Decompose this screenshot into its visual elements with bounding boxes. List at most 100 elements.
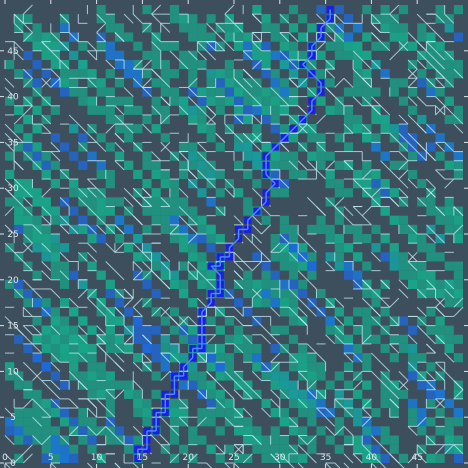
visited-cell [343,316,354,326]
visited-cell [279,435,289,445]
visited-cell [96,371,106,381]
maze-wall [398,132,409,143]
visited-cell [343,188,354,198]
maze-wall [197,389,207,400]
visited-cell [243,270,253,280]
maze-wall [87,297,97,308]
maze-wall [361,215,372,226]
maze-wall [233,407,244,418]
visited-cell [151,353,161,363]
maze-wall [87,178,97,189]
visited-cell [114,78,125,88]
maze-wall [169,151,180,162]
solution-path-segment [302,64,313,75]
visited-cell [179,197,189,207]
maze-wall [22,334,33,345]
maze-wall [68,114,79,125]
visited-cell [206,78,216,88]
visited-cell [41,453,51,463]
visited-cell [105,197,115,207]
maze-wall [87,187,97,198]
visited-cell [87,105,97,115]
visited-cell [206,353,216,363]
visited-cell [362,179,372,189]
maze-wall [233,132,244,143]
visited-cell [288,96,299,106]
visited-cell [188,14,198,24]
maze-wall [334,197,345,207]
visited-cell [261,87,271,97]
maze-wall [306,279,317,290]
visited-cell [197,188,207,198]
maze-wall [251,32,262,42]
visited-cell [279,124,289,134]
maze-wall [142,334,152,345]
maze-wall [306,389,317,400]
visited-cell [408,105,418,115]
visited-cell [362,353,372,363]
visited-cell [380,179,390,189]
maze-wall [435,169,446,180]
maze-wall [288,59,299,70]
maze-wall [96,334,107,345]
visited-cell [298,426,308,436]
visited-cell [325,41,335,51]
maze-wall [13,178,24,189]
maze-wall [251,96,262,107]
visited-cell [169,87,180,97]
solution-path-segment [265,173,276,185]
maze-wall [197,142,207,152]
visited-cell [417,179,427,189]
visited-cell [298,14,308,24]
maze-wall [297,270,308,281]
maze-wall [361,444,372,455]
visited-cell [14,435,24,445]
visited-cell [114,215,125,225]
visited-cell [23,298,33,308]
visited-cell [50,316,60,326]
maze-wall [371,96,381,107]
maze-wall [334,297,345,308]
maze-wall [297,142,308,152]
maze-wall [77,325,88,336]
maze-wall [407,224,418,235]
visited-cell [298,343,308,354]
visited-cell [179,23,189,33]
visited-cell [179,353,189,363]
maze-wall [160,197,171,207]
maze-wall [87,288,97,299]
visited-cell [133,408,143,418]
maze-wall [32,435,42,446]
visited-cell [343,334,354,344]
visited-cell [41,197,51,207]
visited-cell [142,343,152,354]
visited-cell [105,14,115,24]
maze-wall [416,416,427,427]
visited-cell [444,96,454,106]
visited-cell [188,243,198,253]
maze-wall [435,361,446,372]
visited-cell [105,69,115,79]
maze-wall [306,453,317,464]
maze-wall [178,398,189,409]
maze-wall [371,316,381,326]
visited-cell [362,32,372,42]
visited-cell [50,105,60,115]
maze-wall [407,59,418,70]
visited-cell [41,398,51,409]
visited-cell [69,270,79,280]
maze-wall [453,297,464,308]
visited-cell [353,169,363,180]
visited-cell [169,188,180,198]
maze-wall [398,197,409,207]
visited-cell [124,32,134,42]
maze-wall [426,50,436,61]
visited-cell [197,215,207,225]
visited-cell [105,435,115,445]
maze-wall [279,96,290,107]
maze-wall [32,325,42,336]
visited-cell [408,87,418,97]
visited-cell [206,389,216,399]
maze-wall [123,288,134,299]
visited-cell [380,234,390,244]
